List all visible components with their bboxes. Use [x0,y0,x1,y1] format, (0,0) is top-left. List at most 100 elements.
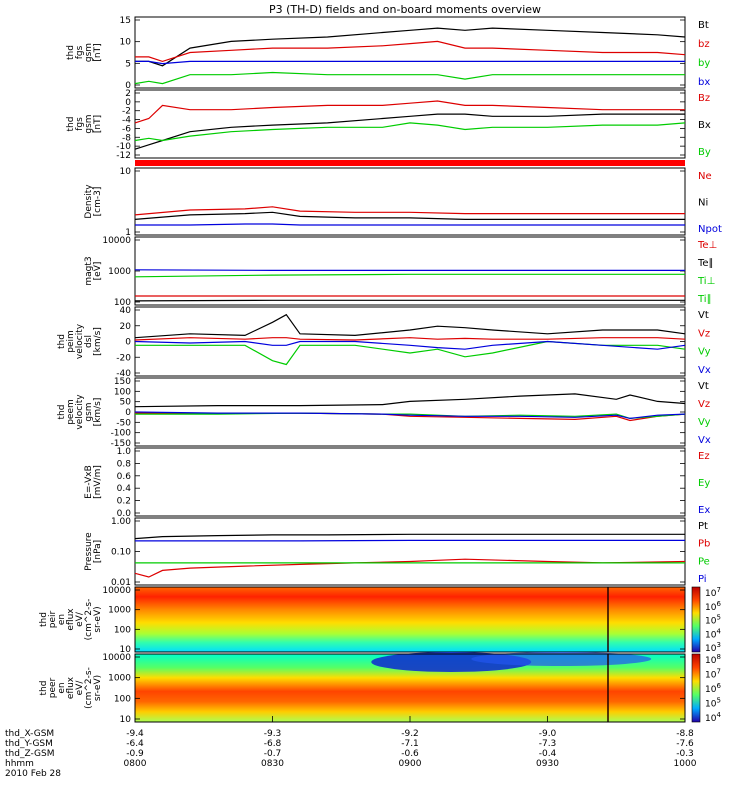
y-axis-label: thd [57,334,67,349]
legend-Bz: Bz [698,93,710,104]
legend-Ne: Ne [698,171,712,182]
axis-row-value: -0.3 [676,749,694,759]
y-axis-label: fgs [75,45,85,59]
y-axis-label: (cm^2-s- [84,599,94,641]
axis-row-value: 1000 [674,759,697,769]
axis-row-value: -6.4 [126,739,144,749]
y-axis-label: [cm-3] [93,187,103,217]
y-axis-label: sr-eV) [93,675,103,701]
y-tick-label: 10 [120,645,132,655]
legend-Vz: Vz [698,399,710,410]
panel-frame [134,517,686,586]
y-tick-label: 5 [125,59,131,69]
axis-row-value: 0800 [124,759,147,769]
y-tick-label: 100 [114,387,131,397]
y-axis-label: Pressure [84,532,94,571]
y-tick-label: -20 [116,353,131,363]
y-axis-label: peir [48,610,58,628]
series-Vx [134,340,686,350]
legend-Ex: Ex [698,505,710,516]
y-axis-label: velocity [75,394,85,430]
panel-frame [134,586,686,653]
axis-row-label: 2010 Feb 28 [5,769,61,779]
series-bx [135,60,685,65]
panel-density: 10 1 Density [cm-3] Ne Ni Npot [84,167,722,238]
y-tick-label: 0 [125,408,131,418]
y-tick-label: 0 [125,338,131,348]
y-axis-label: [nT] [93,115,103,133]
y-tick-label: -4 [122,116,131,126]
y-tick-label: 100 [114,625,131,635]
colorbar-tick-label: 104 [705,627,721,640]
y-tick-label: 1.00 [111,517,131,527]
y-tick-label: 0 [125,98,131,108]
panel-frame [134,447,686,517]
axis-row-value: -7.1 [401,739,419,749]
legend-Ni: Ni [698,198,708,209]
series-Ti⊥ [134,269,685,271]
figure-title: P3 (TH-D) fields and on-board moments ov… [269,3,541,16]
colorbar-tick-label: 104 [705,711,721,724]
legend-bx: bx [698,77,710,88]
series-Te∥ [134,299,685,302]
y-axis-label: sr-eV) [93,606,103,632]
y-axis-label: eflux [66,608,76,631]
y-axis-label: dsl [84,335,94,348]
y-tick-label: 100 [114,694,131,704]
y-axis-label: thd [57,405,67,420]
legend-Te⊥: Te⊥ [697,240,717,251]
legend-Vx: Vx [698,365,711,376]
series-Vt [134,313,686,339]
y-axis-label: gsm [84,402,94,421]
series-Bx [134,113,685,150]
y-axis-label: peim [66,330,76,353]
y-tick-label: 15 [120,16,131,26]
y-axis-label: magt3 [84,256,94,285]
y-tick-label: 0 [125,81,131,91]
y-tick-label: 0.6 [117,472,132,482]
panel-fgs-components: 20-2-4-6-8-10-12 thd fgs gsm [nT] Bz Bx By [66,89,711,161]
y-axis-label: velocity [75,323,85,359]
legend-Vy: Vy [698,417,711,428]
y-axis-label: [nPa] [93,540,103,563]
y-axis-label: en [57,682,67,693]
legend-Bx: Bx [698,120,711,131]
y-tick-label: 0.0 [117,509,132,519]
panel-frame [134,377,686,447]
y-axis-label: Density [84,184,94,219]
y-tick-label: -6 [122,124,131,134]
y-axis-label: thd [39,612,49,627]
axis-row-value: 0830 [261,759,284,769]
y-tick-label: 0.8 [117,459,132,469]
y-tick-label: 100 [114,298,131,308]
legend-Pi: Pi [698,574,707,585]
y-tick-label: -8 [122,133,131,143]
y-tick-label: 10000 [102,236,131,246]
axis-row-value: -9.0 [539,729,557,739]
series-Ti∥ [134,273,685,278]
y-axis-label: gsm [84,43,94,62]
legend-by: by [698,58,710,69]
y-axis-label: E=-VxB [84,465,94,499]
axis-row-label: thd_X-GSM [5,729,54,739]
y-axis-label: fgs [75,117,85,131]
series-Vz [134,337,686,341]
y-tick-label: 50 [120,398,132,408]
legend-Npot: Npot [698,224,722,235]
y-axis-label: eV/ [75,680,85,696]
series-Vt [134,393,686,408]
legend-By: By [698,147,711,158]
y-tick-label: 0.4 [117,484,132,494]
series-bz [135,40,686,63]
colorbar-tick-label: 107 [705,586,721,599]
series-Bt [135,27,686,67]
y-axis-label: peem [66,399,76,425]
axis-row-value: -9.2 [401,729,419,739]
colorbar-tick-label: 108 [705,653,721,666]
legend-Vt: Vt [698,310,709,321]
